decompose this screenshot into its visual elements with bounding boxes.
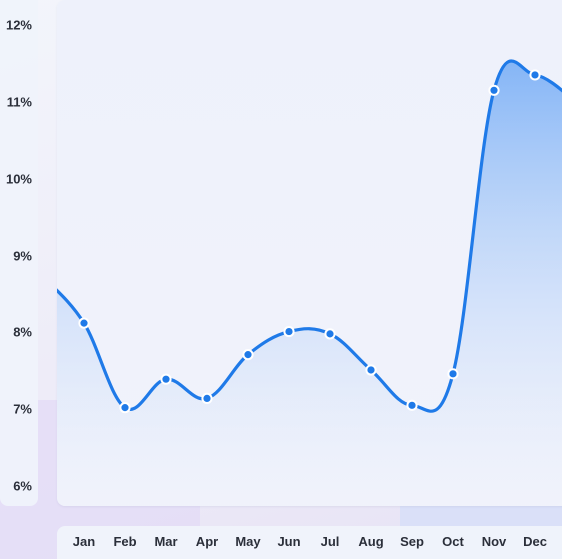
y-tick-label: 8% — [13, 324, 32, 340]
y-axis-panel — [0, 0, 38, 506]
x-tick-label: Dec — [523, 534, 547, 549]
data-point-nov[interactable] — [488, 84, 500, 96]
x-tick-label: Aug — [358, 534, 384, 549]
data-point-jul[interactable] — [324, 328, 336, 340]
data-point-oct[interactable] — [447, 368, 459, 380]
x-tick-label: Mar — [154, 534, 178, 549]
data-point-dec[interactable] — [529, 69, 541, 81]
y-tick-label: 12% — [5, 17, 32, 33]
data-point-jun[interactable] — [283, 325, 295, 338]
y-tick-label: 6% — [13, 478, 32, 494]
x-tick-label: Feb — [113, 534, 137, 549]
x-tick-label: Nov — [481, 534, 507, 549]
series-area — [57, 61, 562, 506]
y-tick-label: 11% — [6, 94, 32, 110]
x-tick-label: Jan — [72, 534, 96, 549]
data-point-feb[interactable] — [119, 402, 131, 414]
y-tick-label: 7% — [13, 401, 32, 417]
x-tick-label: Jul — [320, 534, 340, 549]
x-tick-label: Jun — [277, 534, 301, 549]
x-tick-label: Sep — [400, 534, 424, 549]
data-point-sep[interactable] — [406, 399, 418, 411]
data-point-jan[interactable] — [78, 317, 90, 329]
x-tick-label: Apr — [195, 534, 219, 549]
x-tick-label: May — [235, 534, 261, 549]
y-tick-label: 10% — [5, 171, 32, 187]
data-point-apr[interactable] — [201, 392, 213, 405]
data-point-may[interactable] — [242, 349, 254, 361]
y-tick-label: 9% — [13, 248, 32, 263]
data-point-aug[interactable] — [365, 364, 377, 376]
x-axis-panel — [57, 526, 562, 559]
data-point-mar[interactable] — [160, 373, 172, 385]
x-tick-label: Oct — [442, 534, 464, 549]
